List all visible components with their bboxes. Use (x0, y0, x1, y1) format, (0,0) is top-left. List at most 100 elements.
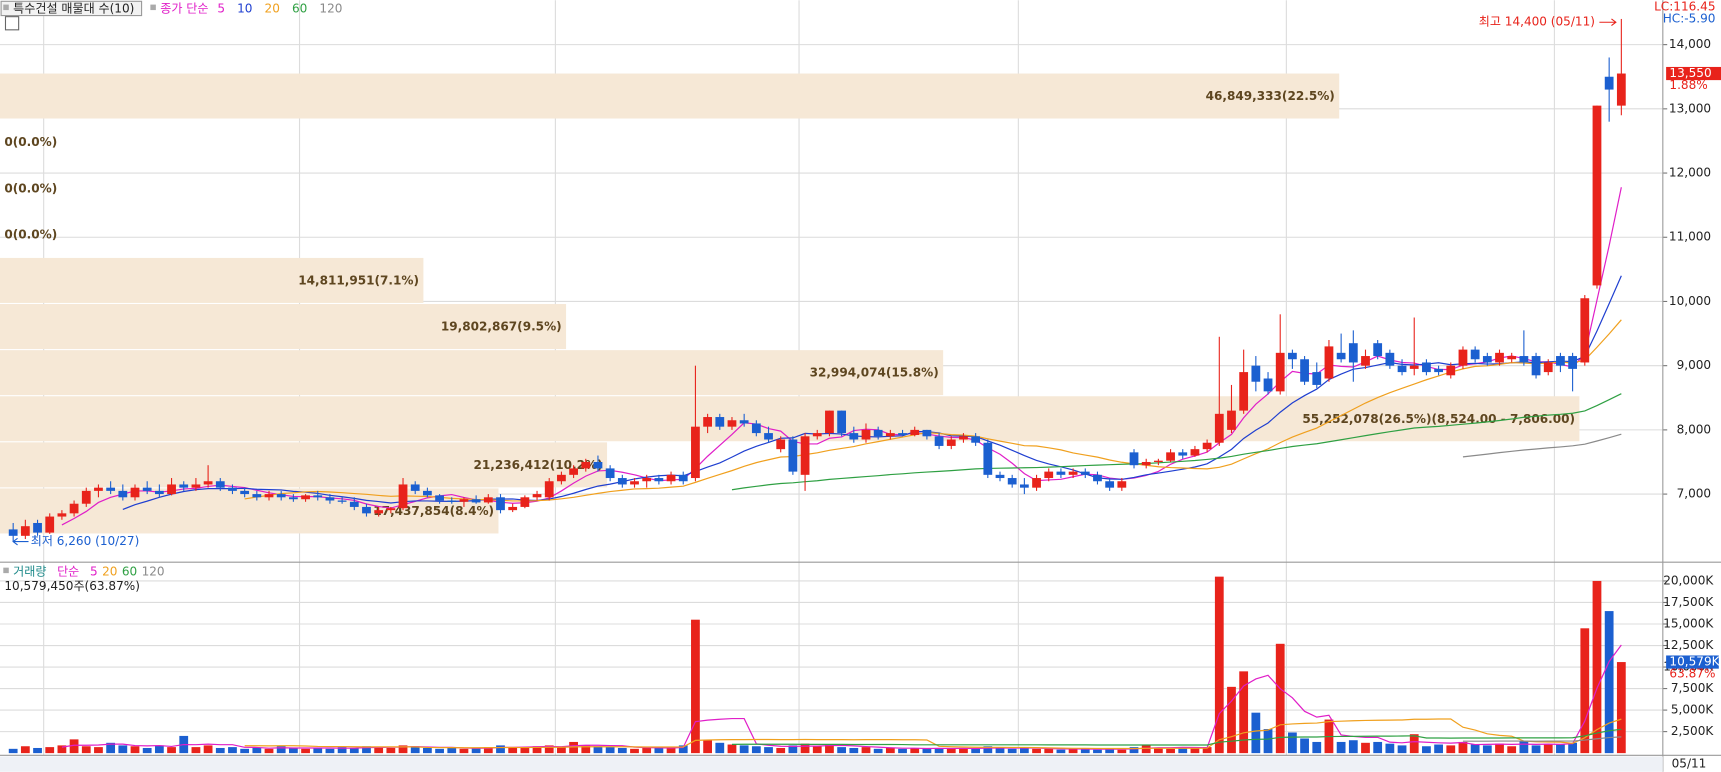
candle-body (666, 474, 676, 482)
volume-bar (508, 747, 518, 754)
volume-bar (20, 746, 30, 754)
profile-band (0, 442, 608, 488)
volume-ma-legend: 120 (142, 565, 165, 579)
candle-body (1153, 460, 1163, 462)
candle-body (1616, 73, 1626, 106)
volume-bar (849, 747, 859, 754)
volume-ma-legend: 5 (90, 565, 98, 579)
volume-bar (898, 748, 907, 754)
volume-ma-label: 단순 (57, 565, 79, 579)
candle-body (1556, 356, 1565, 366)
y-tick-label: 11,000 (1669, 230, 1711, 244)
volume-bar (447, 747, 457, 754)
volume-bar (1178, 747, 1188, 754)
candle-body (1458, 349, 1468, 366)
candle-body (1604, 76, 1614, 90)
legend-icon (150, 4, 156, 11)
profile-band (0, 304, 567, 350)
volume-bar (654, 747, 664, 754)
volume-bar (1592, 580, 1602, 754)
profile-band (0, 350, 944, 396)
y-tick-label: 7,500K (1671, 681, 1715, 695)
candle-body (228, 487, 237, 491)
volume-bar (1422, 746, 1431, 754)
candle-body (1348, 343, 1358, 363)
candle-body (471, 499, 481, 503)
volume-bar (496, 745, 505, 754)
volume-bar (423, 747, 432, 754)
volume-ma-line (61, 644, 1622, 750)
volume-bar (1434, 744, 1443, 754)
volume-bar (557, 747, 566, 754)
candle-body (1080, 471, 1090, 475)
volume-bar (337, 747, 347, 754)
candle-body (435, 495, 444, 501)
volume-bar (1568, 742, 1577, 754)
candle-body (617, 478, 627, 485)
volume-legend-icon (3, 567, 9, 574)
candle-body (1409, 365, 1419, 369)
volume-bar (520, 747, 530, 754)
candle-body (849, 433, 859, 440)
volume-bar (703, 740, 712, 754)
volume-bar (410, 746, 420, 754)
volume-bar (861, 747, 871, 754)
volume-bar (459, 748, 469, 754)
candle-body (764, 433, 773, 440)
volume-bar (301, 748, 310, 754)
volume-bar (1409, 734, 1419, 754)
candle-body (142, 487, 152, 491)
candle-body (1275, 352, 1285, 392)
candle-body (922, 429, 932, 437)
candle-body (569, 468, 578, 475)
candle-body (934, 436, 944, 446)
volume-tag-pct: 63.87% (1669, 667, 1715, 681)
high-label: 최고 14,400 (05/11) (1479, 15, 1595, 29)
volume-bar (167, 747, 176, 754)
candle-body (130, 487, 140, 498)
candle-body (301, 495, 310, 500)
volume-bar (788, 745, 798, 754)
candle-body (1190, 449, 1200, 456)
candle-body (776, 439, 786, 450)
price-tag-label: 13,550 (1669, 66, 1711, 80)
candle-body (325, 497, 335, 501)
table-icon[interactable] (4, 16, 20, 31)
title-icon (3, 4, 9, 11)
volume-bar (837, 747, 847, 754)
volume-bar (435, 748, 444, 754)
volume-bar (1543, 744, 1553, 754)
profile-label: 0(0.0%) (4, 181, 57, 195)
candle-body (313, 495, 323, 498)
y-tick-label: 12,000 (1669, 166, 1711, 180)
volume-bar (1227, 686, 1236, 754)
volume-bar (569, 741, 578, 754)
volume-bar (106, 742, 116, 754)
volume-bar (483, 747, 493, 754)
volume-bar (1470, 744, 1480, 754)
candle-body (715, 417, 725, 427)
candle-body (1227, 410, 1236, 430)
volume-bar (1080, 748, 1090, 754)
volume-bar (605, 747, 615, 754)
candle-body (1019, 484, 1029, 488)
volume-bar (751, 746, 761, 754)
volume-title: 거래량 (13, 565, 46, 579)
volume-bar (910, 747, 920, 754)
title-box (0, 0, 143, 17)
volume-bar (873, 748, 883, 754)
candle-body (264, 494, 274, 498)
volume-bar (1251, 712, 1261, 754)
volume-bar (45, 747, 55, 754)
volume-bar (1616, 662, 1626, 754)
volume-bar (349, 747, 359, 754)
candle-body (983, 442, 993, 475)
volume-bar (1044, 748, 1054, 754)
candle-body (447, 500, 457, 502)
volume-bar (130, 746, 140, 754)
candle-body (1032, 478, 1041, 488)
volume-bar (885, 747, 895, 754)
ma-legend: 5 (217, 1, 225, 15)
volume-bar (81, 746, 91, 754)
